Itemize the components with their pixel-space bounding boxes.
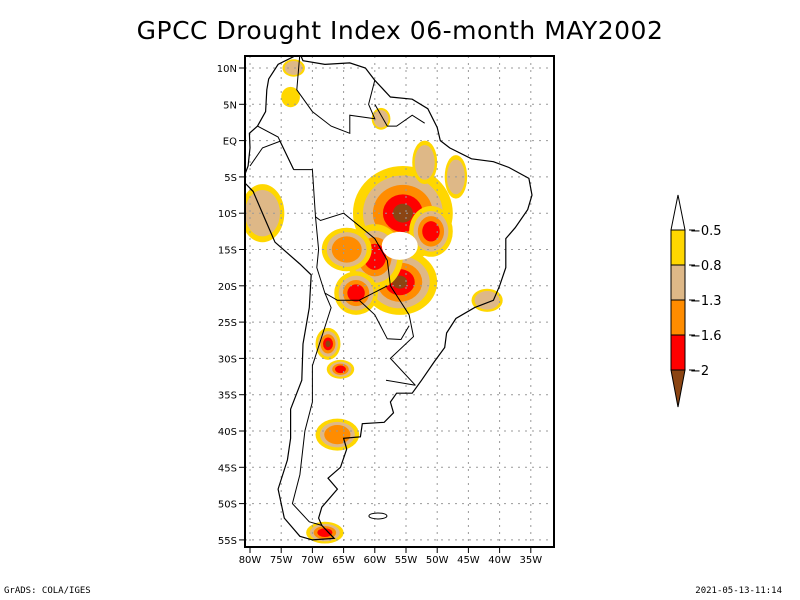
- x-tick-label: 45W: [457, 555, 480, 566]
- chart-title: GPCC Drought Index 06-month MAY2002: [136, 16, 664, 45]
- legend-swatch: [670, 229, 686, 266]
- country-border: [374, 104, 425, 127]
- x-tick-label: 40W: [488, 555, 511, 566]
- legend-label: −2: [690, 364, 709, 379]
- legend-swatch: [670, 334, 686, 371]
- y-tick-label: 5N: [223, 100, 237, 111]
- y-tick-label: 20S: [218, 282, 237, 293]
- y-tick-label: 55S: [218, 536, 237, 547]
- legend-label: −0.8: [690, 259, 722, 274]
- drought-contour: [331, 236, 362, 263]
- country-border: [358, 299, 410, 341]
- y-tick-label: 25S: [218, 318, 237, 329]
- grads-credit: GrADS: COLA/IGES: [4, 586, 91, 596]
- y-tick-label: 10S: [218, 209, 237, 220]
- legend-label: −1.3: [690, 294, 722, 309]
- drought-contour: [414, 144, 435, 180]
- x-tick-label: 50W: [426, 555, 449, 566]
- drought-contour: [422, 221, 440, 242]
- drought-contour: [281, 86, 300, 108]
- non-drought-gap: [381, 231, 418, 260]
- y-tick-label: 15S: [218, 246, 237, 257]
- falkland-islands: [368, 512, 388, 520]
- drought-region-amapa-para: [412, 140, 438, 185]
- x-tick-label: 70W: [301, 555, 324, 566]
- country-border: [385, 379, 416, 386]
- y-tick-label: 45S: [218, 463, 237, 474]
- legend-swatch: [670, 264, 686, 301]
- timestamp: 2021-05-13-11:14: [695, 586, 782, 596]
- x-tick-label: 35W: [519, 555, 542, 566]
- drought-contour: [334, 365, 346, 374]
- drought-region-bolivia-west: [321, 227, 372, 272]
- legend-swatch: [670, 299, 686, 336]
- country-border: [293, 169, 416, 386]
- x-axis: 80W 75W 70W 65W 60W 55W 50W 45W 40W 35W: [239, 547, 542, 566]
- colorbar-legend: −0.5 −0.8 −1.3 −1.6 −2: [670, 194, 722, 408]
- y-tick-label: 10N: [217, 64, 237, 75]
- drought-contour: [373, 110, 389, 128]
- map-frame: [244, 55, 555, 548]
- x-tick-label: 75W: [270, 555, 293, 566]
- y-tick-label: 50S: [218, 500, 237, 511]
- x-tick-label: 80W: [239, 555, 262, 566]
- y-tick-label: 5S: [224, 173, 237, 184]
- y-tick-label: 35S: [218, 391, 237, 402]
- y-axis: 10N 5N EQ 5S 10S 15S 20S 25S 30S 35S 40S 45S 50S 55S: [217, 64, 245, 547]
- x-tick-label: 65W: [332, 555, 355, 566]
- drought-contour: [392, 203, 413, 223]
- south-america-coastline: [245, 56, 533, 541]
- drought-contour: [317, 528, 333, 537]
- drought-contour: [324, 425, 351, 445]
- drought-region-southeast-brazil-coast: [471, 288, 503, 312]
- country-border: [291, 292, 332, 526]
- drought-contour: [392, 275, 408, 289]
- grid-lines: [245, 56, 554, 547]
- drought-contour: [325, 340, 331, 348]
- country-border: [296, 56, 376, 135]
- coastline-layer: [245, 56, 533, 541]
- legend-label: −1.6: [690, 329, 722, 344]
- x-tick-label: 60W: [363, 555, 386, 566]
- drought-region-chaco-north-argentina: [334, 271, 378, 315]
- y-tick-label: 30S: [218, 354, 237, 365]
- country-border: [257, 125, 295, 170]
- legend-label: −0.5: [690, 224, 722, 239]
- drought-contour: [347, 284, 365, 302]
- y-tick-label: 40S: [218, 427, 237, 438]
- legend-swatch-bottom-arrow: [670, 369, 686, 408]
- x-tick-label: 55W: [395, 555, 418, 566]
- drought-region-colombia-central: [281, 86, 300, 108]
- drought-region-patagonia-north: [315, 418, 360, 451]
- y-tick-label: EQ: [223, 137, 237, 148]
- drought-region-goias-east: [409, 205, 453, 257]
- drought-region-cuyo-argentina: [326, 359, 355, 379]
- drought-shading-layer: [245, 59, 503, 544]
- legend-swatch-top-arrow: [670, 194, 686, 231]
